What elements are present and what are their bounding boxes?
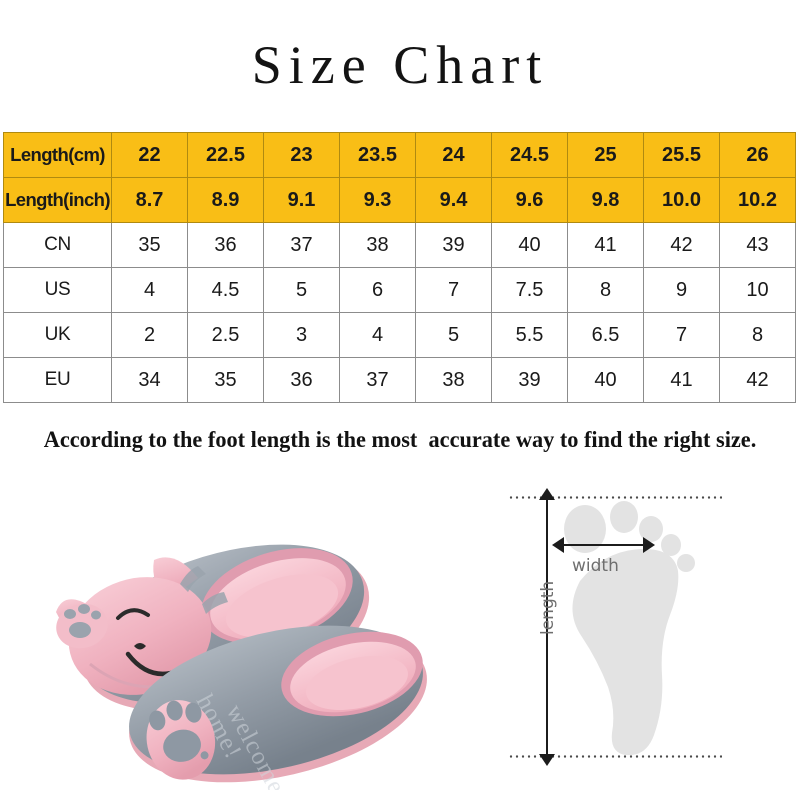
cell-length-cm-6: 25 <box>567 132 644 178</box>
cell-cn-1: 36 <box>187 222 264 268</box>
cell-uk-8: 8 <box>719 312 796 358</box>
cell-us-0: 4 <box>111 267 188 313</box>
cell-length-inch-3: 9.3 <box>339 177 416 223</box>
length-arrow <box>539 488 555 766</box>
cell-eu-0: 34 <box>111 357 188 403</box>
cat-paw-applique <box>146 700 216 780</box>
row-header-length-inch: Length(inch) <box>3 177 112 223</box>
table-row-eu: EU 34 35 36 37 38 39 40 41 42 <box>3 357 796 403</box>
width-arrow <box>552 537 655 553</box>
cell-length-inch-8: 10.2 <box>719 177 796 223</box>
cell-us-6: 8 <box>567 267 644 313</box>
cell-eu-4: 38 <box>415 357 492 403</box>
cell-uk-3: 4 <box>339 312 416 358</box>
footprint-icon <box>564 501 695 756</box>
cell-uk-1: 2.5 <box>187 312 264 358</box>
table-row-us: US 4 4.5 5 6 7 7.5 8 9 10 <box>3 267 796 313</box>
cell-uk-7: 7 <box>643 312 720 358</box>
cell-eu-2: 36 <box>263 357 340 403</box>
table-row-length-cm: Length(cm) 22 22.5 23 23.5 24 24.5 25 25… <box>3 132 796 178</box>
length-label: length <box>538 580 558 635</box>
guide-line-top <box>508 496 722 499</box>
table-row-length-inch: Length(inch) 8.7 8.9 9.1 9.3 9.4 9.6 9.8… <box>3 177 796 223</box>
cell-length-cm-1: 22.5 <box>187 132 264 178</box>
cell-cn-8: 43 <box>719 222 796 268</box>
cell-length-cm-8: 26 <box>719 132 796 178</box>
cell-uk-4: 5 <box>415 312 492 358</box>
guide-line-bottom <box>508 755 722 758</box>
cell-length-inch-2: 9.1 <box>263 177 340 223</box>
cell-length-cm-0: 22 <box>111 132 188 178</box>
cell-length-inch-0: 8.7 <box>111 177 188 223</box>
cell-eu-3: 37 <box>339 357 416 403</box>
size-chart-table: Length(cm) 22 22.5 23 23.5 24 24.5 25 25… <box>3 132 796 403</box>
cell-length-inch-4: 9.4 <box>415 177 492 223</box>
cell-eu-1: 35 <box>187 357 264 403</box>
row-header-eu: EU <box>3 357 112 403</box>
cell-eu-6: 40 <box>567 357 644 403</box>
cell-cn-0: 35 <box>111 222 188 268</box>
cell-cn-5: 40 <box>491 222 568 268</box>
cell-eu-5: 39 <box>491 357 568 403</box>
cell-eu-7: 41 <box>643 357 720 403</box>
cell-length-inch-1: 8.9 <box>187 177 264 223</box>
cat-paw-detail <box>56 603 108 649</box>
cell-us-5: 7.5 <box>491 267 568 313</box>
cell-cn-3: 38 <box>339 222 416 268</box>
cell-length-cm-2: 23 <box>263 132 340 178</box>
cell-cn-6: 41 <box>567 222 644 268</box>
table-row-cn: CN 35 36 37 38 39 40 41 42 43 <box>3 222 796 268</box>
table-row-uk: UK 2 2.5 3 4 5 5.5 6.5 7 8 <box>3 312 796 358</box>
cell-length-inch-6: 9.8 <box>567 177 644 223</box>
cell-us-2: 5 <box>263 267 340 313</box>
row-header-length-cm: Length(cm) <box>3 132 112 178</box>
slippers-illustration: welcome home! <box>56 544 427 799</box>
cell-us-7: 9 <box>643 267 720 313</box>
cell-us-4: 7 <box>415 267 492 313</box>
cell-uk-5: 5.5 <box>491 312 568 358</box>
row-header-us: US <box>3 267 112 313</box>
cell-uk-6: 6.5 <box>567 312 644 358</box>
cell-length-cm-5: 24.5 <box>491 132 568 178</box>
cell-length-cm-3: 23.5 <box>339 132 416 178</box>
width-label: width <box>572 556 619 576</box>
cell-cn-7: 42 <box>643 222 720 268</box>
foot-measurement-diagram: width length <box>500 483 730 783</box>
cell-length-inch-7: 10.0 <box>643 177 720 223</box>
cell-length-cm-4: 24 <box>415 132 492 178</box>
row-header-uk: UK <box>3 312 112 358</box>
cell-uk-2: 3 <box>263 312 340 358</box>
cell-us-8: 10 <box>719 267 796 313</box>
cell-us-3: 6 <box>339 267 416 313</box>
cell-us-1: 4.5 <box>187 267 264 313</box>
page-title: Size Chart <box>251 35 549 95</box>
product-photo: welcome home! <box>30 478 450 799</box>
measurement-advice-caption: According to the foot length is the most… <box>43 427 757 452</box>
cell-cn-2: 37 <box>263 222 340 268</box>
cell-eu-8: 42 <box>719 357 796 403</box>
cell-cn-4: 39 <box>415 222 492 268</box>
cell-length-inch-5: 9.6 <box>491 177 568 223</box>
cell-length-cm-7: 25.5 <box>643 132 720 178</box>
row-header-cn: CN <box>3 222 112 268</box>
cell-uk-0: 2 <box>111 312 188 358</box>
